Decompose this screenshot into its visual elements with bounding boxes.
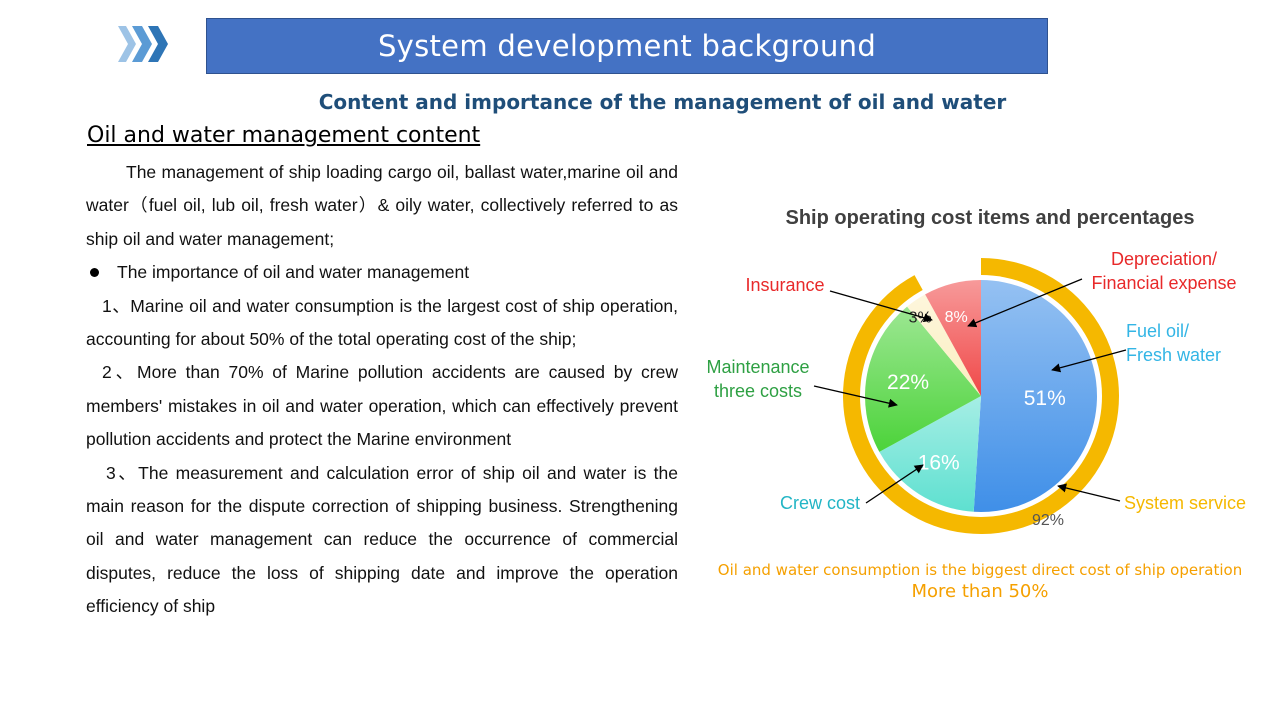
callout-label-3-0: Insurance <box>745 275 824 295</box>
pie-slice-0 <box>973 280 1098 512</box>
callout-label-2-1: three costs <box>714 381 802 401</box>
callout-label-2-0: Maintenance <box>706 357 809 377</box>
chevron-arrows-icon <box>118 26 168 62</box>
section-heading: Oil and water management content <box>87 123 481 148</box>
pie-slice-4 <box>925 280 981 396</box>
callout-arrow-0 <box>1051 349 1127 373</box>
slice-value-label-3: 3% <box>909 309 932 326</box>
callout-label-4-1: Financial expense <box>1091 273 1236 293</box>
callout-arrow-5 <box>1057 483 1121 502</box>
bullet-text: The importance of oil and water manageme… <box>117 262 470 283</box>
page-title: System development background <box>377 29 877 63</box>
bullet-item: The importance of oil and water manageme… <box>86 256 678 289</box>
point-3: 3、The measurement and calculation error … <box>86 462 678 617</box>
bullet-icon <box>90 268 99 278</box>
chart-note-emphasis: More than 50% <box>912 581 1049 602</box>
chart-title: Ship operating cost items and percentage… <box>786 207 1195 229</box>
callout-label-4-0: Depreciation/ <box>1111 249 1217 269</box>
intro-paragraph: The management of ship loading cargo oil… <box>86 162 678 249</box>
callout-label-0-1: Fresh water <box>1126 345 1221 365</box>
callout-arrow-2 <box>813 385 898 408</box>
title-banner: System development background <box>206 18 1048 74</box>
slice-value-label-4: 8% <box>945 309 968 326</box>
pie-chart-svg: Ship operating cost items and percentage… <box>706 207 1246 602</box>
callout-arrow-3 <box>829 290 933 323</box>
page-subtitle: Content and importance of the management… <box>318 90 1007 114</box>
pie-slice-2 <box>865 306 981 452</box>
callout-label-1-0: Crew cost <box>780 493 860 513</box>
slice-value-label-2: 22% <box>887 371 929 394</box>
callout-arrow-1 <box>865 464 924 504</box>
point-2: 2、More than 70% of Marine pollution acci… <box>86 362 678 450</box>
callout-label-5-0: System service <box>1124 493 1246 513</box>
pie-chart: Ship operating cost items and percentage… <box>690 190 1270 620</box>
slice-value-label-1: 16% <box>918 452 960 475</box>
callout-label-0-0: Fuel oil/ <box>1126 321 1189 341</box>
point-1: 1、Marine oil and water consumption is th… <box>86 295 678 350</box>
body-text: The management of ship loading cargo oil… <box>86 156 678 624</box>
chart-note: Oil and water consumption is the biggest… <box>718 561 1242 579</box>
ring-value-label: 92% <box>1032 512 1064 529</box>
slice-value-label-0: 51% <box>1024 387 1066 410</box>
callout-arrow-4 <box>967 278 1083 328</box>
pie-slice-1 <box>879 396 981 512</box>
